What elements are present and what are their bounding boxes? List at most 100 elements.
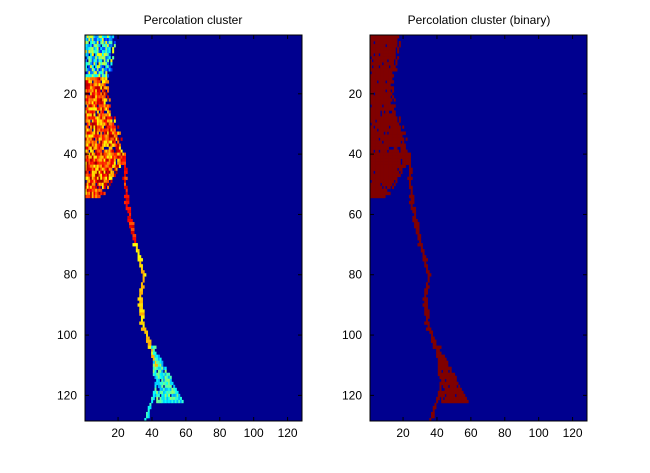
cluster-cell: [454, 384, 457, 389]
cluster-cell: [93, 179, 96, 184]
cluster-cell: [390, 104, 393, 108]
cluster-cell: [370, 107, 372, 111]
cluster-cell: [395, 59, 398, 63]
heatmap-background: [85, 35, 302, 421]
cluster-cell: [414, 215, 417, 220]
cluster-cell: [386, 41, 389, 45]
cluster-cell: [95, 53, 98, 57]
cluster-cell: [393, 170, 396, 175]
cluster-cell: [90, 152, 93, 156]
cluster-cell: [381, 179, 384, 184]
cluster-cell: [103, 179, 106, 184]
cluster-cell: [451, 372, 454, 377]
cluster-cell: [392, 68, 395, 72]
cluster-cell: [370, 113, 372, 117]
cluster-cell: [370, 47, 372, 51]
cluster-cell: [85, 41, 87, 45]
cluster-cell: [376, 104, 379, 108]
cluster-cell: [85, 44, 87, 48]
cluster-cell: [162, 375, 165, 380]
cluster-cell: [88, 182, 91, 187]
cluster-cell: [425, 264, 428, 268]
cluster-cell: [115, 131, 118, 135]
cluster-cell: [461, 399, 464, 404]
cluster-cell: [88, 137, 91, 141]
cluster-cell: [439, 390, 442, 395]
cluster-cell: [393, 152, 396, 156]
cluster-cell: [388, 134, 391, 138]
cluster-cell: [103, 53, 106, 57]
cluster-cell: [415, 231, 418, 235]
cluster-cell: [93, 164, 96, 168]
cluster-cell: [447, 387, 450, 392]
cluster-cell: [93, 182, 96, 187]
cluster-cell: [144, 273, 147, 277]
cluster-cell: [417, 224, 420, 229]
cluster-cell: [400, 134, 403, 138]
cluster-cell: [93, 173, 96, 178]
cluster-cell: [383, 158, 386, 162]
cluster-cell: [378, 122, 381, 126]
cluster-cell: [378, 77, 381, 81]
cluster-cell: [100, 47, 103, 51]
cluster-cell: [98, 185, 101, 190]
cluster-cell: [159, 390, 162, 395]
cluster-cell: [436, 399, 439, 404]
cluster-cell: [105, 122, 108, 126]
cluster-cell: [103, 131, 106, 135]
cluster-cell: [100, 113, 103, 117]
cluster-cell: [398, 134, 401, 138]
cluster-cell: [388, 176, 391, 181]
cluster-cell: [383, 170, 386, 175]
cluster-cell: [105, 74, 108, 78]
cluster-cell: [390, 158, 393, 162]
cluster-cell: [86, 122, 89, 126]
cluster-cell: [93, 110, 96, 114]
cluster-cell: [463, 396, 466, 401]
cluster-cell: [383, 119, 386, 123]
cluster-cell: [395, 131, 398, 135]
cluster-cell: [383, 80, 386, 84]
cluster-cell: [88, 44, 91, 48]
cluster-cell: [86, 107, 89, 111]
cluster-cell: [422, 297, 425, 301]
cluster-cell: [392, 128, 395, 132]
cluster-cell: [385, 188, 388, 193]
cluster-cell: [85, 113, 87, 117]
cluster-cell: [88, 185, 91, 190]
cluster-cell: [378, 101, 381, 105]
cluster-cell: [451, 381, 454, 386]
cluster-cell: [122, 161, 125, 165]
cluster-cell: [88, 194, 91, 199]
cluster-cell: [130, 218, 133, 223]
cluster-cell: [117, 143, 120, 147]
cluster-cell: [108, 53, 111, 57]
cluster-cell: [431, 330, 434, 334]
cluster-cell: [385, 182, 388, 187]
cluster-cell: [397, 161, 400, 165]
cluster-cell: [93, 71, 96, 75]
cluster-cell: [386, 44, 389, 48]
cluster-cell: [108, 170, 111, 175]
cluster-cell: [432, 414, 435, 419]
cluster-cell: [173, 384, 176, 389]
cluster-cell: [161, 384, 164, 389]
cluster-cell: [86, 194, 89, 199]
cluster-cell: [392, 176, 395, 181]
cluster-cell: [105, 50, 108, 54]
cluster-cell: [112, 128, 115, 132]
cluster-cell: [95, 119, 98, 123]
cluster-cell: [395, 116, 398, 120]
cluster-cell: [103, 71, 106, 75]
cluster-cell: [412, 197, 415, 202]
cluster-cell: [385, 107, 388, 111]
cluster-cell: [375, 188, 378, 193]
cluster-cell: [108, 65, 111, 69]
cluster-cell: [375, 128, 378, 132]
cluster-cell: [166, 378, 169, 383]
cluster-cell: [105, 62, 108, 66]
cluster-cell: [96, 56, 99, 60]
cluster-cell: [380, 92, 383, 96]
cluster-cell: [146, 411, 149, 416]
cluster-cell: [378, 110, 381, 114]
